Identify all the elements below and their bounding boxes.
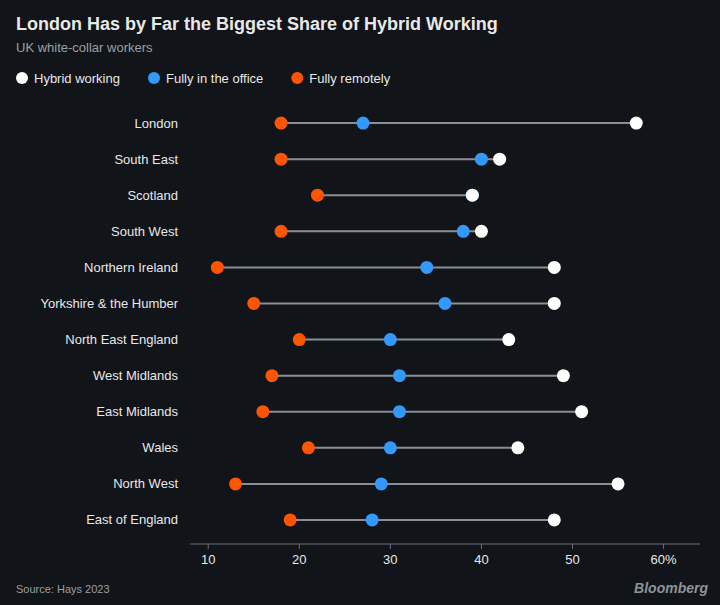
dot — [630, 117, 643, 130]
subtitle: UK white-collar workers — [16, 40, 153, 55]
range-line — [272, 375, 563, 377]
dot — [475, 225, 488, 238]
x-tick-label: 40 — [474, 552, 488, 567]
y-tick-label: Northern Ireland — [84, 260, 178, 275]
y-tick-label: East Midlands — [96, 404, 178, 419]
watermark: Bloomberg — [634, 580, 708, 596]
dot — [548, 297, 561, 310]
x-tick-label: 30 — [383, 552, 397, 567]
x-tick — [481, 544, 482, 549]
range-line — [217, 266, 554, 268]
legend-swatch — [148, 72, 160, 84]
source: Source: Hays 2023 — [16, 583, 110, 595]
y-tick-label: North West — [113, 476, 178, 491]
dot — [275, 225, 288, 238]
legend-label: Hybrid working — [34, 71, 120, 86]
x-tick-label: 20 — [292, 552, 306, 567]
dot — [439, 297, 452, 310]
dot — [575, 405, 588, 418]
dot — [420, 261, 433, 274]
dot — [384, 441, 397, 454]
range-line — [281, 230, 481, 232]
y-tick-label: South West — [111, 224, 178, 239]
x-tick — [572, 544, 573, 549]
y-tick-label: Wales — [142, 440, 178, 455]
x-tick — [299, 544, 300, 549]
dot — [366, 513, 379, 526]
x-tick — [208, 544, 209, 549]
dot — [265, 369, 278, 382]
legend-swatch — [16, 72, 28, 84]
range-line — [236, 483, 619, 485]
x-axis: 10 20 30 40 50 60% — [190, 544, 700, 567]
dot — [284, 513, 297, 526]
legend: Hybrid working Fully in the office Fully r… — [16, 71, 391, 86]
y-tick-label: Scotland — [127, 188, 178, 203]
x-tick-label: 10 — [201, 552, 215, 567]
x-tick-label: 50 — [565, 552, 579, 567]
dot — [211, 261, 224, 274]
x-tick — [390, 544, 391, 549]
range-line — [254, 302, 555, 304]
dot — [612, 477, 625, 490]
x-tick — [663, 544, 664, 549]
y-tick-label: Yorkshire & the Humber — [40, 296, 178, 311]
background — [0, 0, 720, 605]
dot — [557, 369, 570, 382]
dot — [493, 153, 506, 166]
dot — [393, 369, 406, 382]
dot — [275, 153, 288, 166]
y-axis: London South East Scotland South West Northe… — [40, 116, 178, 528]
range-line — [263, 411, 582, 413]
legend-label: Fully remotely — [309, 71, 390, 86]
dot — [311, 189, 324, 202]
dot — [548, 261, 561, 274]
x-tick-label: 60% — [651, 552, 677, 567]
chart: London Has by Far the Biggest Share of H… — [0, 0, 720, 605]
dot — [247, 297, 260, 310]
y-tick-label: North East England — [65, 332, 178, 347]
title: London Has by Far the Biggest Share of H… — [16, 14, 498, 34]
range-line — [308, 447, 517, 449]
dot — [384, 333, 397, 346]
dot — [466, 189, 479, 202]
dot — [229, 477, 242, 490]
range-line — [299, 339, 508, 341]
dot — [393, 405, 406, 418]
dot — [256, 405, 269, 418]
dot — [457, 225, 470, 238]
dot — [475, 153, 488, 166]
y-tick-label: South East — [114, 152, 178, 167]
plot-marks — [211, 117, 643, 527]
y-tick-label: West Midlands — [93, 368, 179, 383]
range-line — [318, 194, 473, 196]
dot — [548, 513, 561, 526]
dot — [293, 333, 306, 346]
x-axis-line — [190, 544, 700, 545]
legend-label: Fully in the office — [166, 71, 263, 86]
dot — [502, 333, 515, 346]
dot — [357, 117, 370, 130]
y-tick-label: East of England — [86, 512, 178, 527]
legend-swatch — [291, 72, 303, 84]
dot — [302, 441, 315, 454]
range-line — [281, 158, 500, 160]
dot — [511, 441, 524, 454]
y-tick-label: London — [135, 116, 178, 131]
dot — [466, 189, 479, 202]
range-line — [281, 122, 636, 124]
dot — [375, 477, 388, 490]
range-line — [290, 519, 554, 521]
dot — [275, 117, 288, 130]
